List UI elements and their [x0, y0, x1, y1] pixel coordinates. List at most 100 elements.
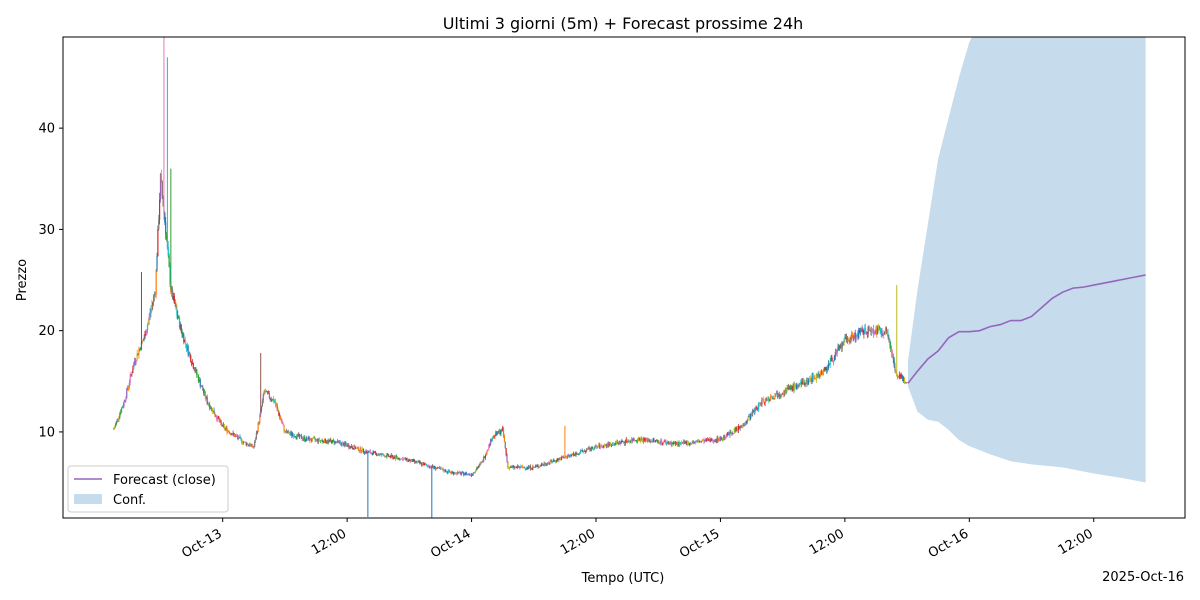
candle-body — [127, 388, 129, 390]
candle-body — [623, 441, 625, 443]
candle-body — [548, 462, 550, 464]
candle-body — [699, 441, 702, 443]
candle-body — [399, 459, 401, 461]
candle-body — [612, 443, 614, 446]
candle-body — [439, 468, 442, 470]
candle-body — [846, 339, 849, 340]
candle-body — [488, 444, 490, 450]
candle-body — [465, 472, 467, 475]
candle-body — [358, 450, 360, 452]
candle-body — [682, 441, 684, 443]
candle-body — [866, 332, 868, 334]
candle-body — [775, 393, 777, 397]
candle-body — [800, 382, 802, 384]
candle-body — [251, 443, 253, 447]
candle-body — [562, 457, 564, 459]
candle-body — [490, 439, 493, 442]
candle-body — [550, 460, 552, 462]
candle-body — [324, 438, 327, 443]
candle-body — [601, 446, 603, 447]
candle-body — [773, 398, 775, 400]
candle-body — [661, 443, 664, 445]
candle-body — [750, 413, 752, 419]
candle-body — [617, 442, 619, 443]
candle-body — [769, 396, 772, 401]
candle-body — [413, 459, 416, 462]
candle-body — [322, 440, 324, 442]
candle-body — [408, 459, 410, 461]
candle-body — [779, 394, 781, 396]
candle-body — [697, 440, 699, 442]
candle-body — [191, 363, 194, 365]
candle-body — [518, 466, 520, 468]
candle-body — [906, 382, 908, 383]
candle-body — [723, 435, 725, 438]
candle-body — [597, 444, 600, 447]
candle-body — [606, 443, 608, 447]
candle-body — [310, 438, 312, 441]
candle-body — [502, 427, 505, 436]
candle-body — [286, 430, 289, 433]
candle-body — [881, 330, 883, 335]
candle-body — [759, 402, 761, 404]
candle-body — [567, 455, 569, 457]
candle-body — [389, 456, 391, 458]
candle-body — [875, 328, 877, 333]
candle-body — [538, 466, 540, 468]
candle-body — [137, 353, 139, 356]
candle-body — [737, 426, 740, 431]
candle-body — [368, 451, 371, 453]
candle-body — [717, 437, 719, 442]
candle-body — [774, 396, 776, 399]
candle-body — [575, 452, 577, 456]
candle-body — [449, 471, 451, 473]
candle-body — [750, 413, 753, 417]
candle-body — [279, 415, 281, 417]
candle-body — [726, 433, 728, 436]
candle-body — [268, 393, 270, 398]
candle-body — [263, 390, 265, 395]
candle-body — [381, 453, 383, 456]
candle-body — [709, 440, 711, 441]
candle-body — [392, 455, 394, 459]
candle-body — [364, 451, 366, 453]
candle-body — [114, 423, 117, 427]
candle-body — [725, 437, 727, 439]
candle-body — [334, 441, 336, 444]
candle-body — [370, 453, 372, 454]
candle-body — [770, 396, 773, 398]
candle-body — [187, 345, 189, 355]
candle-body — [801, 382, 803, 384]
candle-body — [860, 329, 862, 332]
candle-body — [375, 453, 378, 456]
candle-body — [442, 468, 444, 471]
candle-body — [171, 289, 174, 299]
candle-body — [608, 443, 610, 447]
candle-body — [528, 465, 531, 468]
candle-body — [489, 439, 492, 446]
candle-body — [534, 467, 536, 468]
candle-body — [512, 466, 514, 467]
candle-body — [115, 421, 118, 424]
candle-body — [578, 453, 580, 455]
candle-body — [314, 438, 316, 440]
candle-body — [869, 330, 871, 331]
candle-body — [406, 458, 408, 460]
candle-body — [857, 333, 859, 338]
candle-body — [277, 408, 279, 412]
candle-body — [790, 388, 792, 389]
candle-body — [270, 398, 272, 400]
candle-body — [879, 328, 881, 333]
candle-body — [555, 461, 557, 463]
candle-body — [409, 460, 411, 461]
candle-body — [666, 442, 668, 444]
candle-body — [583, 450, 585, 452]
candle-body — [219, 420, 221, 422]
candle-body — [756, 407, 759, 410]
candle-body — [638, 438, 640, 439]
candle-body — [355, 447, 357, 449]
candle-body — [229, 433, 232, 435]
candle-body — [739, 427, 741, 429]
candle-body — [361, 451, 363, 453]
